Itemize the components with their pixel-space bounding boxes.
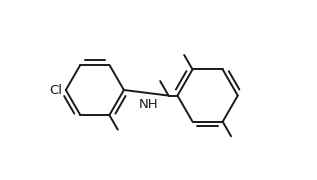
Text: Cl: Cl — [49, 84, 62, 96]
Text: NH: NH — [139, 98, 158, 111]
